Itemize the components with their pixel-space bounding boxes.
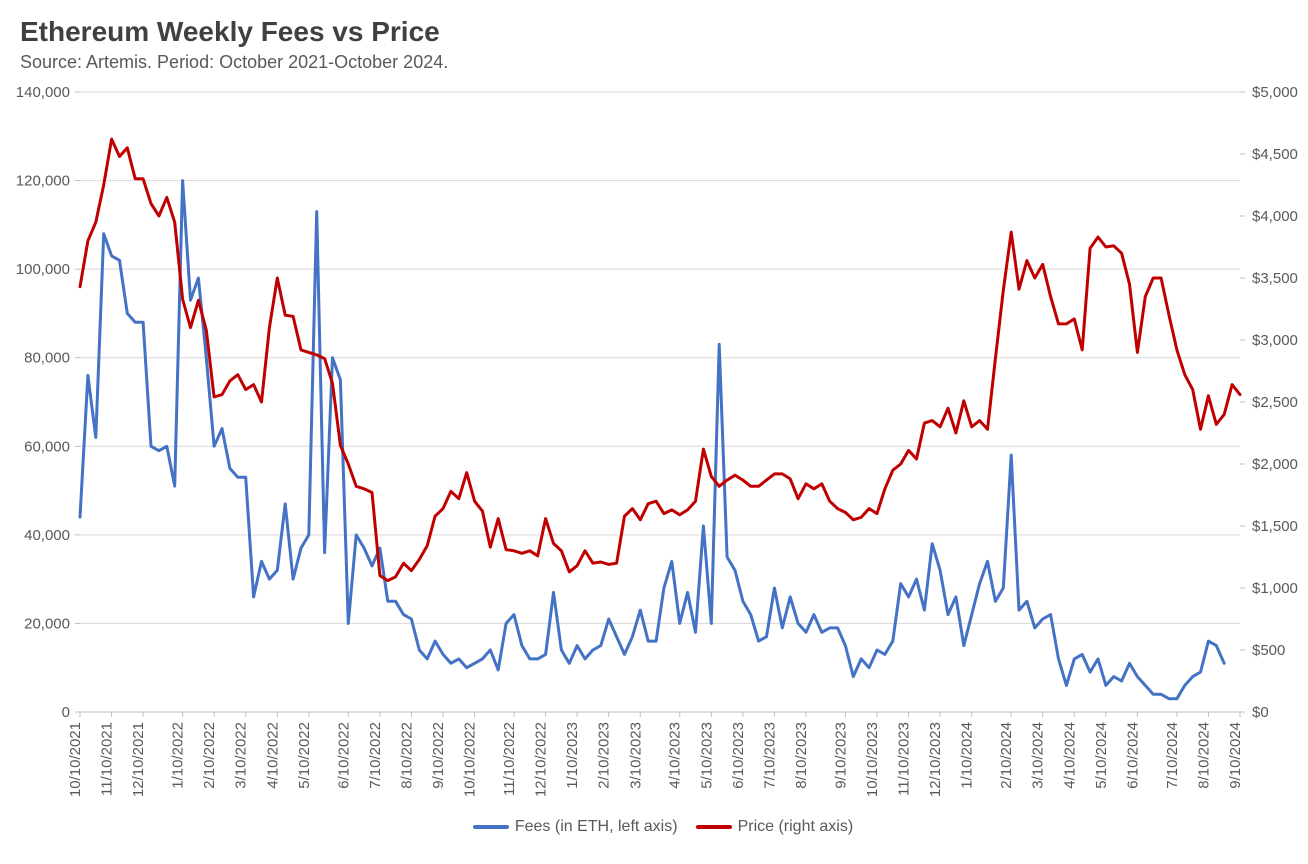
x-tick-label: 6/10/2023: [730, 722, 747, 789]
chart-legend: Fees (in ETH, left axis) Price (right axi…: [0, 818, 1308, 836]
chart-container: Ethereum Weekly Fees vs Price Source: Ar…: [0, 0, 1308, 864]
x-tick-label: 3/10/2024: [1030, 722, 1047, 789]
y-left-tick-label: 80,000: [24, 350, 70, 367]
x-tick-label: 11/10/2023: [896, 722, 913, 796]
x-tick-label: 5/10/2023: [698, 722, 715, 789]
fees-line: [80, 181, 1224, 699]
x-tick-label: 11/10/2022: [501, 722, 518, 796]
y-right-tick-label: $2,500: [1252, 394, 1298, 411]
x-tick-label: 1/10/2024: [959, 722, 976, 789]
x-tick-label: 10/10/2023: [864, 722, 881, 797]
x-tick-label: 4/10/2023: [667, 722, 684, 789]
legend-label: Fees (in ETH, left axis): [515, 818, 678, 835]
chart-plot: 0 20,000 40,000 60,000 80,000 100,000 120,000 1…: [0, 0, 1308, 822]
y-right-tick-label: $3,000: [1252, 332, 1298, 349]
y-right-tick-label: $3,500: [1252, 270, 1298, 287]
x-tick-label: 8/10/2022: [398, 722, 415, 789]
y-right-tick-label: $2,000: [1252, 456, 1298, 473]
x-tick-label: 6/10/2024: [1124, 722, 1141, 789]
x-tick-label: 7/10/2024: [1164, 722, 1181, 789]
y-right-tick-label: $1,500: [1252, 518, 1298, 535]
x-tick-label: 12/10/2022: [533, 722, 550, 797]
y-right-tick-label: $1,000: [1252, 580, 1298, 597]
x-tick-label: 2/10/2022: [201, 722, 218, 789]
y-left-tick-label: 100,000: [16, 261, 70, 278]
x-tick-label: 7/10/2022: [367, 722, 384, 789]
x-tick-label: 12/10/2021: [130, 722, 147, 797]
legend-swatch: [696, 825, 732, 829]
x-tick-label: 4/10/2022: [264, 722, 281, 789]
x-tick-label: 3/10/2023: [627, 722, 644, 789]
x-tick-label: 8/10/2023: [793, 722, 810, 789]
x-tick-label: 6/10/2022: [335, 722, 352, 789]
x-tick-label: 9/10/2023: [832, 722, 849, 789]
x-tick-label: 1/10/2023: [564, 722, 581, 789]
legend-swatch: [473, 825, 509, 829]
x-tick-label: 10/10/2021: [67, 722, 84, 797]
x-tick-label: 4/10/2024: [1061, 722, 1078, 789]
x-tick-label: 9/10/2024: [1227, 722, 1244, 789]
x-tick-label: 9/10/2022: [430, 722, 447, 789]
x-tick-label: 7/10/2023: [761, 722, 778, 789]
y-left-tick-label: 40,000: [24, 527, 70, 544]
y-right-tick-label: $4,500: [1252, 146, 1298, 163]
x-tick-label: 3/10/2022: [233, 722, 250, 789]
x-tick-label: 11/10/2021: [99, 722, 116, 796]
x-tick-label: 1/10/2022: [170, 722, 187, 789]
x-tick-label: 8/10/2024: [1195, 722, 1212, 789]
x-tick-label: 2/10/2023: [596, 722, 613, 789]
x-tick-label: 5/10/2022: [296, 722, 313, 789]
x-tick-label: 2/10/2024: [998, 722, 1015, 789]
y-right-tick-label: $5,000: [1252, 84, 1298, 101]
y-left-tick-label: 140,000: [16, 84, 70, 101]
legend-label: Price (right axis): [738, 818, 854, 835]
y-left-tick-label: 20,000: [24, 615, 70, 632]
y-left-tick-label: 120,000: [16, 173, 70, 190]
x-tick-label: 10/10/2022: [462, 722, 479, 797]
x-tick-label: 5/10/2024: [1093, 722, 1110, 789]
y-left-tick-label: 60,000: [24, 438, 70, 455]
y-right-tick-label: $4,000: [1252, 208, 1298, 225]
y-left-tick-label: 0: [62, 704, 70, 721]
y-right-tick-label: $0: [1252, 704, 1269, 721]
x-tick-label: 12/10/2023: [927, 722, 944, 797]
y-right-tick-label: $500: [1252, 642, 1285, 659]
price-line: [80, 139, 1240, 580]
